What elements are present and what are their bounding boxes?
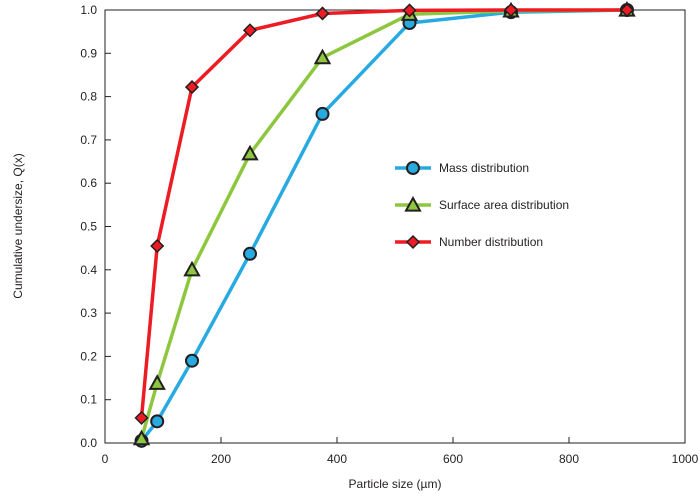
legend-label: Mass distribution — [439, 161, 529, 175]
x-tick-label: 800 — [559, 452, 579, 466]
data-point — [185, 353, 199, 368]
y-tick-label: 0.8 — [80, 90, 97, 104]
x-axis: 0 200 400 600 800 1000 — [102, 437, 699, 466]
series-layer — [132, 0, 636, 448]
data-point — [150, 238, 165, 254]
y-tick-label: 0.3 — [80, 306, 97, 320]
data-point — [150, 414, 165, 429]
y-tick-label: 0.6 — [80, 176, 97, 190]
data-point — [148, 374, 166, 390]
series-line — [140, 8, 628, 442]
y-axis-label: Cumulative undersize, Q(x) — [11, 153, 25, 298]
data-point — [313, 48, 332, 65]
y-axis: 0.0 0.1 0.2 0.3 0.4 0.5 0.6 0.7 0.8 0.9 1.0 — [80, 3, 111, 450]
data-point — [503, 2, 519, 18]
data-point — [184, 80, 200, 95]
data-point — [183, 260, 201, 277]
plot-area — [104, 9, 686, 444]
x-tick-label: 600 — [443, 452, 463, 466]
x-tick-label: 1000 — [672, 452, 699, 466]
x-tick-label: 400 — [327, 452, 347, 466]
legend-marker — [406, 161, 420, 175]
data-point — [402, 3, 417, 18]
legend: Mass distribution Surface area distributi… — [395, 161, 569, 250]
legend-entry: Mass distribution — [395, 161, 529, 175]
legend-marker — [404, 195, 422, 212]
series-0 — [140, 8, 628, 442]
series-2 — [139, 8, 627, 419]
legend-entry: Surface area distribution — [395, 195, 569, 212]
data-point — [242, 23, 258, 38]
y-tick-label: 1.0 — [80, 3, 97, 17]
x-tick-label: 0 — [102, 452, 109, 466]
x-axis-label: Particle size (µm) — [349, 477, 442, 491]
data-point — [134, 410, 149, 425]
y-tick-label: 0.4 — [80, 263, 97, 277]
y-tick-label: 0.0 — [80, 436, 97, 450]
data-point — [315, 106, 330, 121]
legend-entry: Number distribution — [395, 234, 543, 250]
data-point — [315, 6, 330, 21]
series-markers-2 — [134, 2, 635, 425]
data-point — [243, 246, 257, 261]
y-tick-label: 0.5 — [80, 220, 97, 234]
data-point — [132, 429, 151, 446]
legend-marker — [405, 234, 421, 250]
legend-label: Number distribution — [439, 235, 543, 249]
data-point — [241, 144, 259, 161]
y-tick-label: 0.2 — [80, 349, 97, 363]
series-line — [139, 8, 627, 419]
x-tick-label: 200 — [211, 452, 231, 466]
data-point — [619, 2, 635, 18]
y-tick-label: 0.7 — [80, 133, 97, 147]
y-tick-label: 0.9 — [80, 46, 97, 60]
y-tick-label: 0.1 — [80, 393, 97, 407]
legend-label: Surface area distribution — [439, 198, 569, 212]
